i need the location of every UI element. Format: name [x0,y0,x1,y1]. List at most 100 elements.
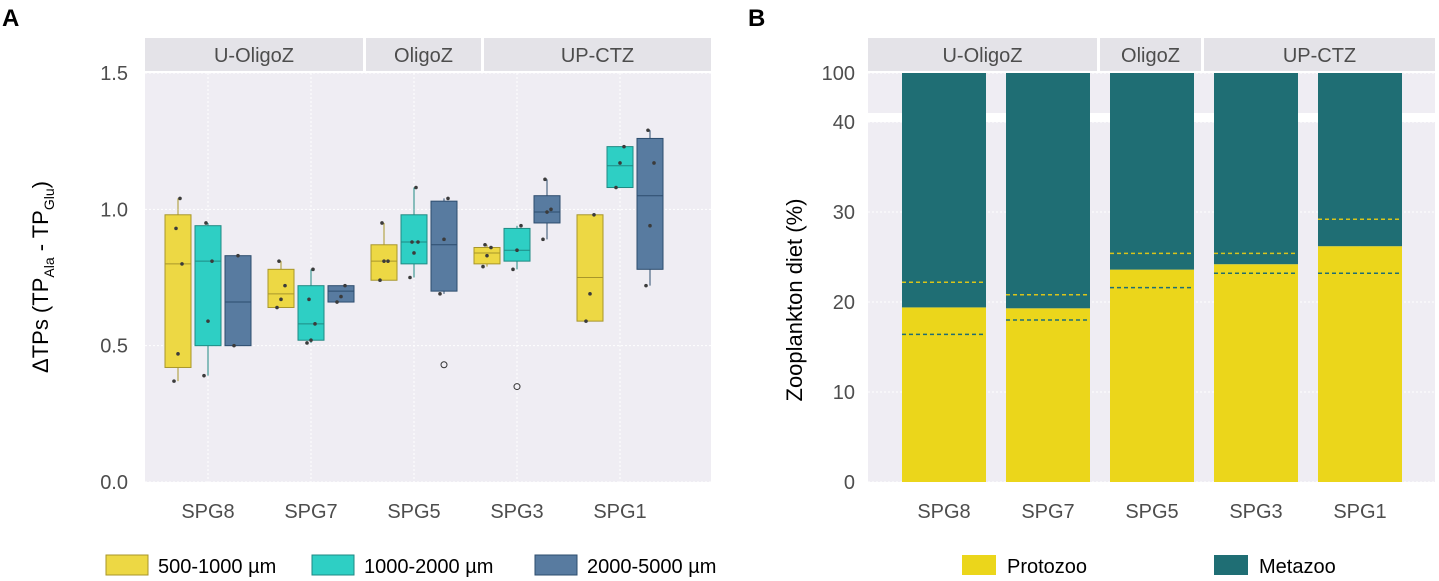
x-tick-label: SPG5 [387,501,440,523]
data-point [386,259,390,263]
data-point [380,221,384,225]
facet-strip-0 [868,38,1097,71]
facet-strip-0 [145,38,363,71]
data-point [438,292,442,296]
box-1000-2000-m-SPG8 [194,221,222,378]
facet-label: U-OligoZ [214,45,294,67]
data-point [204,221,208,225]
data-point [305,341,309,345]
data-point [343,283,347,288]
data-point [275,305,279,310]
data-point [652,161,656,165]
bar-protozoo [1110,269,1194,482]
data-point [206,319,210,323]
data-point [277,259,281,263]
data-point [592,212,596,217]
ylabel-part-minus: - TP [28,210,53,257]
box-500-1000-m-SPG1 [576,212,604,323]
data-point [481,264,485,269]
panel-a-boxplot: U-OligoZ OligoZ UP-CTZ 0.00.51.01.5 SPG8 SP… [28,38,711,523]
outlier-point [513,383,521,391]
panel-a-facet-strips: U-OligoZ OligoZ UP-CTZ [145,38,711,71]
data-point [283,283,287,288]
data-point [541,237,545,242]
legend-swatch [105,554,149,576]
ylabel-sub-glu: Glu [41,188,57,210]
legend-label: 500-1000 µm [158,556,276,578]
box-2000-5000-m-SPG8 [224,253,252,348]
facet-strip-1 [366,38,481,71]
bar-metazoo-lower [1318,122,1402,247]
box-500-1000-m-SPG8 [164,196,192,383]
data-point [646,128,650,133]
box-1000-2000-m-SPG1 [606,144,634,190]
box-body [327,285,355,303]
legend-label: 2000-5000 µm [587,556,716,578]
data-point [545,210,549,214]
y-tick-label: 1.0 [100,199,128,221]
data-point [644,283,648,288]
data-point [210,259,214,263]
box-body [224,255,252,347]
box-body [606,146,634,189]
data-point [416,240,420,244]
data-point [622,144,626,149]
box-2000-5000-m-SPG5 [430,196,458,369]
data-point [414,185,418,190]
box-500-1000-m-SPG5 [370,221,398,283]
legend-diet-source: Protozoo Metazoo [962,555,1336,578]
panel-a-letter: A [2,5,19,32]
y-tick-label: 100 [822,63,855,85]
box-1000-2000-m-SPG5 [400,185,428,280]
bar-metazoo-lower [1006,122,1090,309]
facet-label: UP-CTZ [1283,45,1356,67]
data-point [489,245,493,250]
data-point [485,253,489,258]
data-point [515,248,519,253]
data-point [614,185,618,190]
panel-b-bars [902,73,1402,482]
box-body [297,285,325,341]
panel-b-letter: B [748,5,765,32]
bar-metazoo-lower [902,122,986,308]
bar-protozoo [1214,264,1298,482]
x-tick-label: SPG7 [284,501,337,523]
data-point [442,237,446,242]
bar-metazoo-lower [1214,122,1298,265]
data-point [178,196,182,201]
box-2000-5000-m-SPG7 [327,283,355,304]
x-tick-label: SPG1 [1333,501,1386,523]
data-point [549,207,553,212]
data-point [543,177,547,182]
x-tick-label: SPG3 [490,501,543,523]
box-1000-2000-m-SPG3 [503,223,531,391]
data-point [174,226,178,231]
box-body [636,137,664,270]
panel-a-x-ticks: SPG8 SPG7 SPG5 SPG3 SPG1 [181,501,646,523]
box-1000-2000-m-SPG7 [297,267,325,345]
data-point [279,297,283,302]
y-tick-label: 1.5 [100,63,128,85]
y-tick-label: 40 [833,112,855,134]
data-point [307,297,311,302]
bar-protozoo [1006,308,1090,482]
data-point [648,223,652,228]
facet-label: OligoZ [394,45,453,67]
box-2000-5000-m-SPG3 [533,177,561,242]
ylabel-part-main: ΔTPs (TP [28,278,53,373]
bar-SPG1 [1318,73,1402,482]
ylabel-sub-ala: Ala [41,257,57,277]
x-tick-label: SPG8 [917,501,970,523]
data-point [410,240,414,244]
box-body [576,214,604,322]
data-point [335,300,339,304]
data-point [311,267,315,272]
data-point [339,294,343,299]
y-tick-label: 20 [833,292,855,314]
box-body [400,214,428,265]
data-point [313,322,317,326]
bar-metazoo-upper [1006,73,1090,122]
